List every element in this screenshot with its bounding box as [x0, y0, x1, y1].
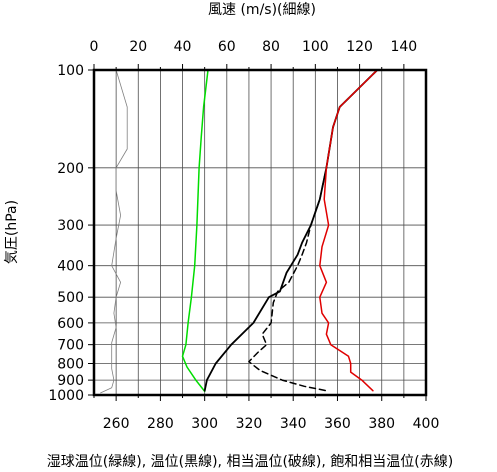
plot-frame — [92, 68, 428, 397]
bottom-tick-label: 320 — [236, 416, 263, 432]
top-tick-label: 20 — [129, 39, 147, 55]
top-tick-label: 0 — [90, 39, 99, 55]
y-tick-label: 500 — [57, 290, 84, 306]
top-tick-label: 140 — [390, 39, 417, 55]
bottom-tick-label: 380 — [368, 416, 395, 432]
top-axis-title: 風速 (m/s)(細線) — [208, 2, 316, 18]
y-tick-label: 1000 — [48, 388, 84, 404]
series-line-wind-speed — [100, 69, 128, 394]
y-tick-label: 800 — [57, 357, 84, 373]
y-tick-label: 200 — [57, 161, 84, 177]
y-tick-label: 400 — [57, 259, 84, 275]
series-line-equivalent-potential-temperature — [248, 69, 379, 392]
series-line-wet-bulb-potential-temperature — [181, 69, 209, 393]
y-tick-label: 100 — [57, 63, 84, 79]
top-tick-label: 120 — [346, 39, 373, 55]
series-layer — [100, 69, 379, 394]
top-tick-label: 80 — [262, 39, 280, 55]
grid — [93, 69, 427, 396]
bottom-tick-label: 360 — [324, 416, 351, 432]
y-tick-label: 600 — [57, 316, 84, 332]
y-tick-label: 300 — [57, 218, 84, 234]
top-tick-label: 60 — [218, 39, 236, 55]
y-tick-label: 700 — [57, 338, 84, 354]
bottom-tick-label: 260 — [103, 416, 130, 432]
y-axis-title: 気圧(hPa) — [4, 200, 20, 264]
bottom-tick-label: 280 — [147, 416, 174, 432]
bottom-tick-label: 340 — [280, 416, 307, 432]
bottom-axis-title: 湿球温位(緑線), 温位(黒線), 相当温位(破線), 飽和相当温位(赤線) — [47, 453, 453, 470]
bottom-tick-label: 300 — [191, 416, 218, 432]
series-line-saturated-equivalent-potential-temperature — [319, 69, 379, 392]
y-tick-label: 900 — [57, 373, 84, 389]
top-tick-label: 40 — [174, 39, 192, 55]
bottom-tick-label: 400 — [413, 416, 440, 432]
series-line-potential-temperature — [203, 69, 379, 392]
top-tick-label: 100 — [302, 39, 329, 55]
